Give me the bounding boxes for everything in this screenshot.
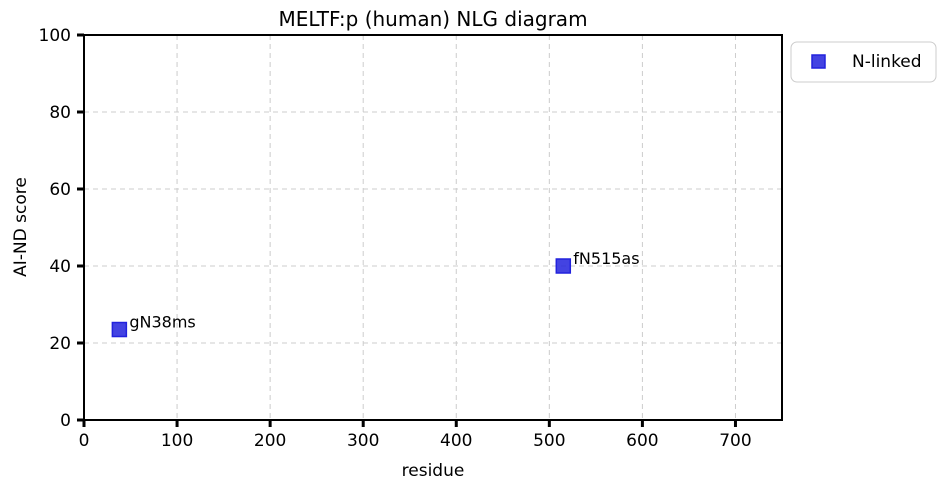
x-tick-label: 600 [626,431,658,451]
data-point-label: fN515as [573,249,639,268]
data-point-marker [555,258,572,274]
x-tick-label: 0 [79,431,90,451]
x-tick-label: 400 [440,431,472,451]
legend-marker-n-linked [811,54,826,69]
y-tick-label: 0 [60,411,71,431]
y-tick-label: 80 [49,103,71,123]
plot-frame [83,34,783,421]
data-points: gN38ms fN515as [111,249,640,338]
y-tick-label: 20 [49,334,71,354]
legend-label-n-linked: N-linked [852,52,922,72]
grid [84,35,782,420]
x-tick-label: 700 [719,431,751,451]
x-tick-label: 300 [347,431,379,451]
x-tick-label: 500 [533,431,565,451]
x-axis-label: residue [402,461,465,481]
data-point-marker [111,321,128,338]
legend-box [790,41,937,83]
chart-title: MELTF:p (human) NLG diagram [278,7,587,31]
x-tick-label: 100 [161,431,193,451]
y-tick-label: 100 [39,26,71,46]
y-tick-label: 40 [49,257,71,277]
y-tick-label: 60 [49,180,71,200]
x-tick-label: 200 [254,431,286,451]
data-point-label: gN38ms [129,313,195,332]
legend: N-linked [790,41,937,83]
y-axis-label: AI-ND score [11,177,31,277]
axis-ticks: 0 100 200 300 400 500 600 700 0 20 40 60 80 100 [39,26,752,451]
